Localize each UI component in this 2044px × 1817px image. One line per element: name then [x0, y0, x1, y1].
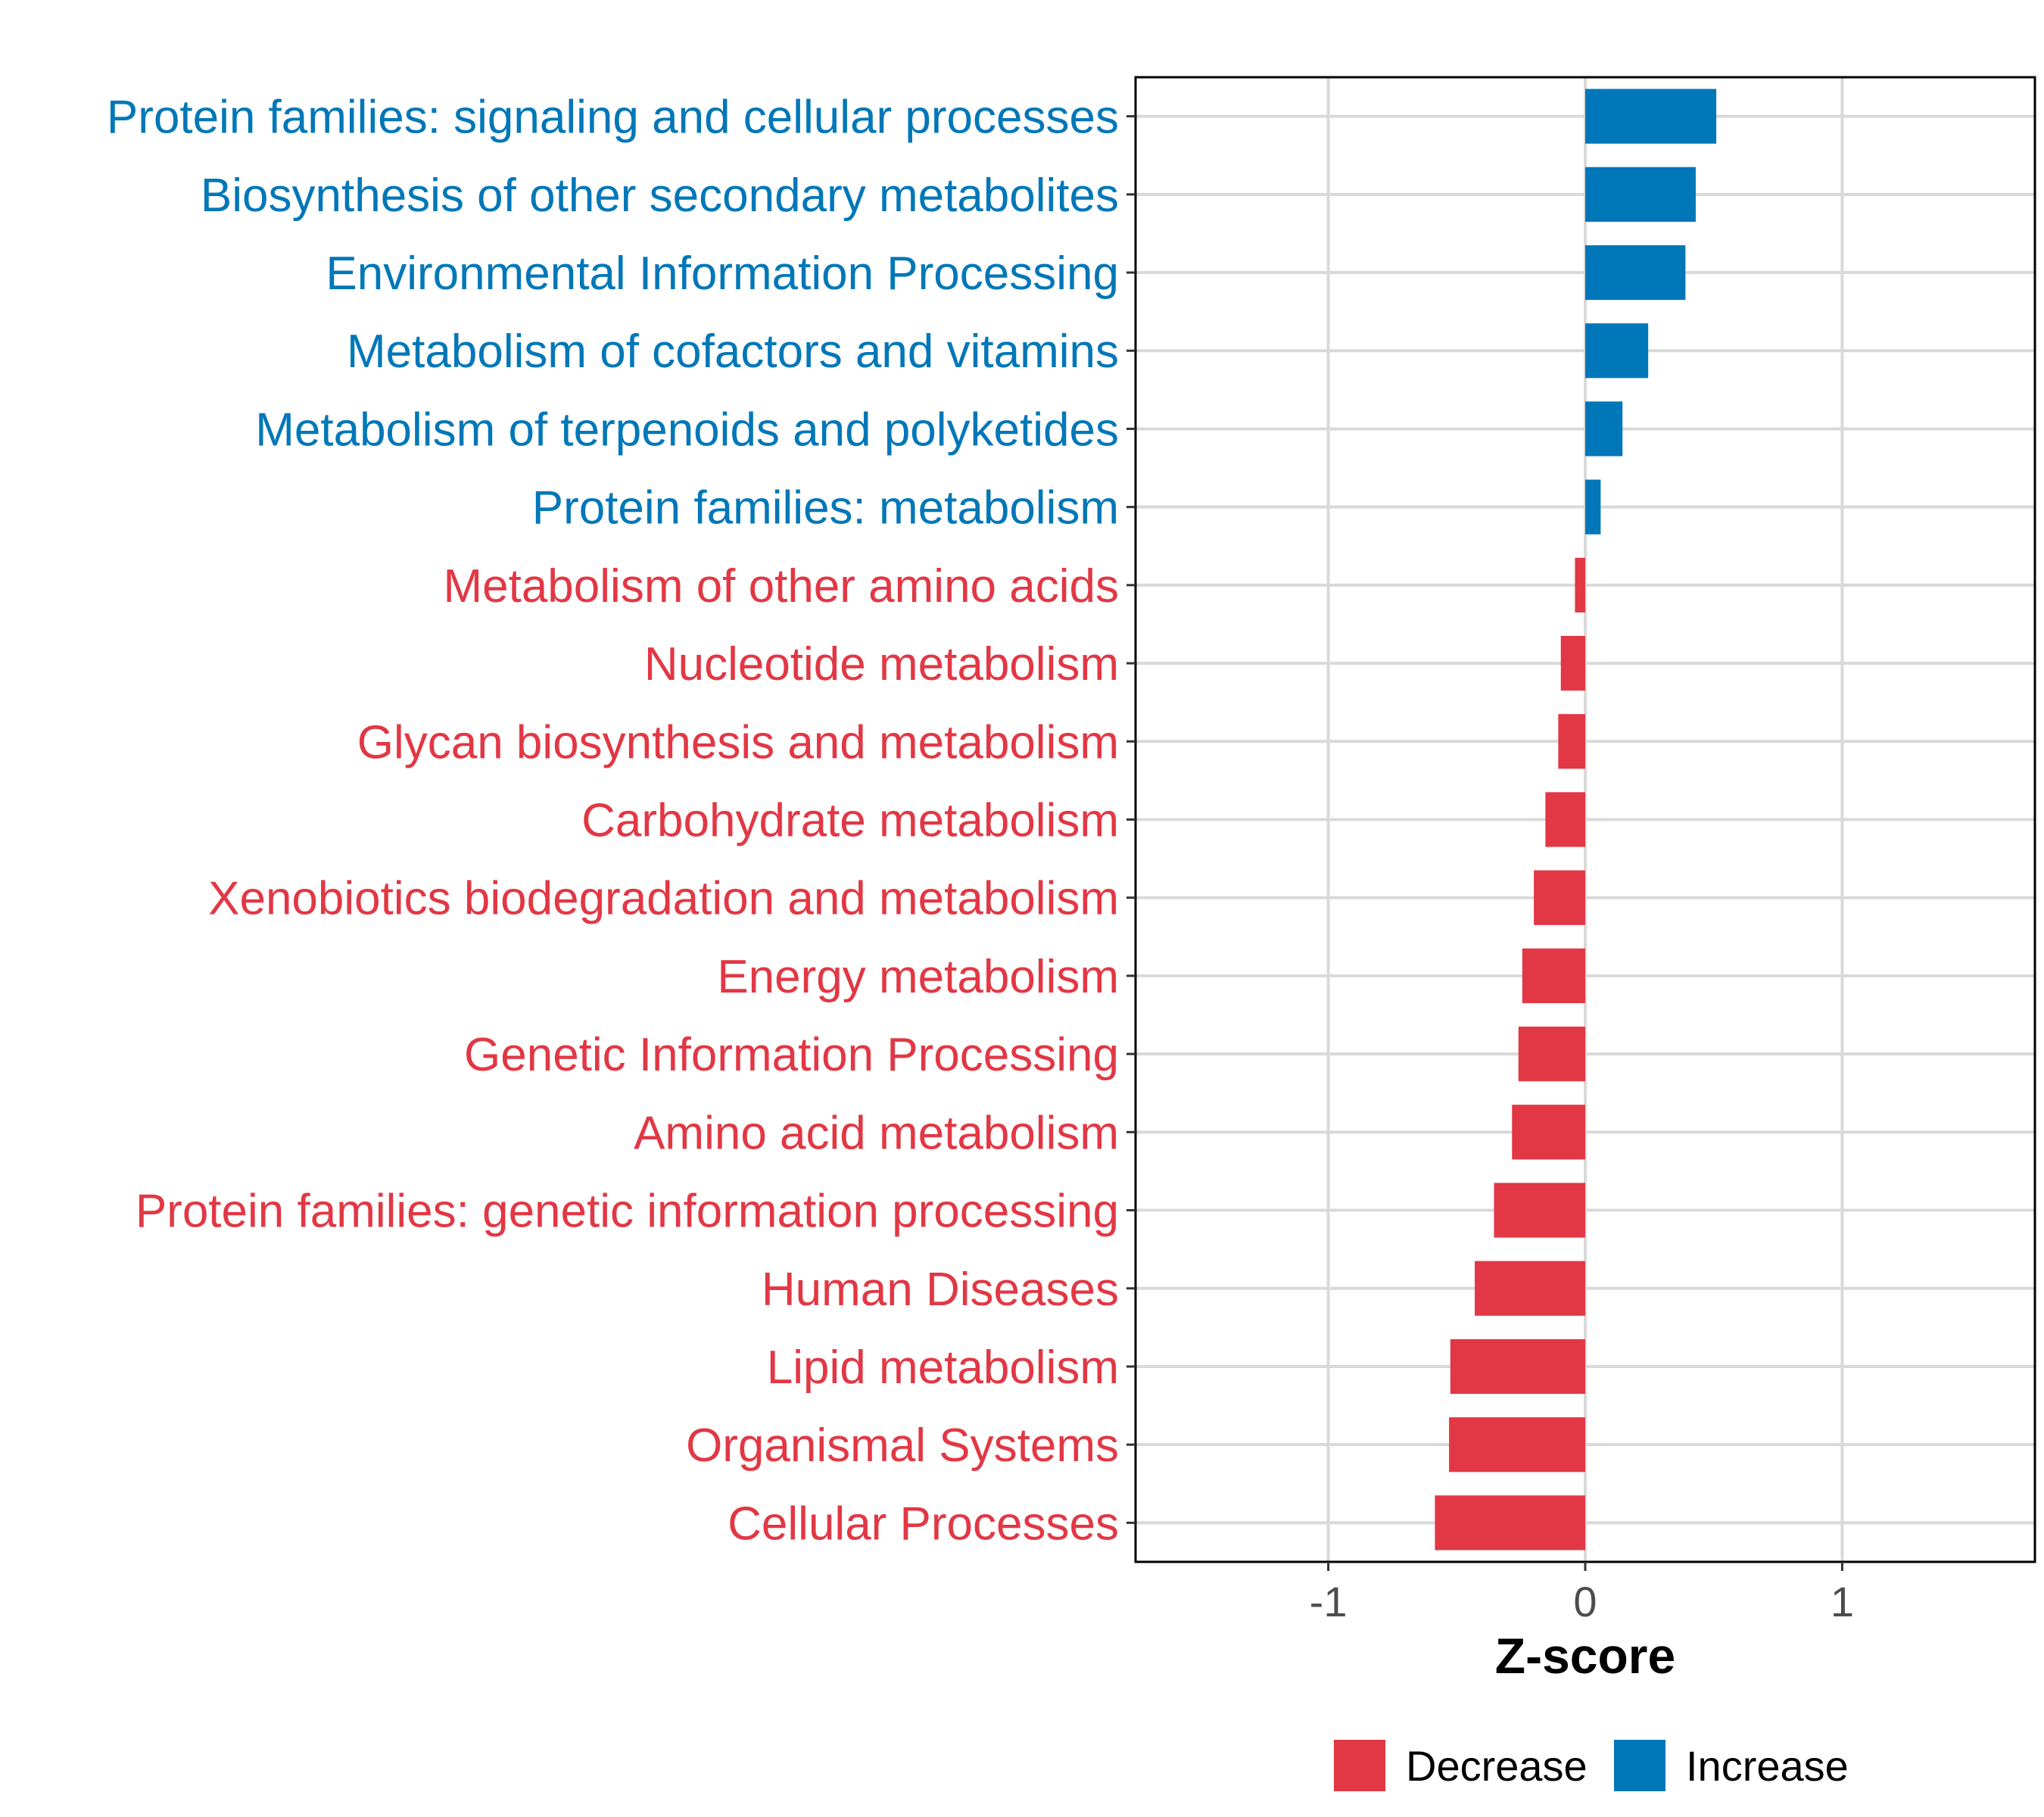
bar — [1585, 245, 1686, 301]
category-label: Protein families: genetic information pr… — [136, 1186, 1119, 1238]
x-tick-label: 0 — [1573, 1578, 1597, 1625]
category-label: Protein families: signaling and cellular… — [107, 92, 1119, 144]
bar — [1435, 1495, 1585, 1551]
category-label: Metabolism of terpenoids and polyketides — [255, 404, 1119, 456]
x-axis-ticks: -1 0 1 — [1310, 1562, 1854, 1625]
category-label: Carbohydrate metabolism — [581, 795, 1119, 847]
x-tick-label: 1 — [1831, 1578, 1854, 1625]
bar — [1585, 167, 1696, 222]
bar — [1585, 323, 1649, 379]
x-axis-title: Z-score — [1495, 1628, 1675, 1684]
category-label: Metabolism of other amino acids — [443, 560, 1119, 612]
bar — [1449, 1417, 1585, 1473]
bar — [1518, 1027, 1585, 1082]
legend-label: Increase — [1686, 1742, 1849, 1790]
bar — [1575, 557, 1585, 612]
bar — [1585, 401, 1623, 457]
legend-label: Decrease — [1406, 1742, 1588, 1790]
category-label: Amino acid metabolism — [634, 1107, 1119, 1159]
category-label: Lipid metabolism — [767, 1342, 1119, 1394]
bar — [1585, 89, 1717, 144]
bar — [1475, 1261, 1585, 1316]
category-label: Human Diseases — [762, 1264, 1119, 1316]
bar — [1494, 1183, 1585, 1238]
y-axis-category-labels: Protein families: signaling and cellular… — [107, 92, 1119, 1551]
y-axis-ticks — [1126, 115, 1136, 1524]
x-tick-label: -1 — [1310, 1578, 1348, 1625]
bar — [1522, 948, 1585, 1004]
bar — [1450, 1339, 1585, 1395]
category-label: Genetic Information Processing — [464, 1029, 1119, 1081]
bar — [1560, 635, 1585, 691]
category-label: Environmental Information Processing — [326, 248, 1119, 300]
category-label: Organismal Systems — [686, 1420, 1119, 1472]
category-label: Metabolism of cofactors and vitamins — [347, 326, 1119, 378]
category-label: Protein families: metabolism — [532, 482, 1119, 535]
bar — [1585, 479, 1601, 535]
legend: Decrease Increase — [1334, 1740, 1849, 1791]
bar — [1534, 870, 1585, 925]
bar — [1512, 1105, 1585, 1160]
category-label: Xenobiotics biodegradation and metabolis… — [208, 873, 1119, 925]
category-label: Cellular Processes — [728, 1498, 1119, 1550]
category-label: Biosynthesis of other secondary metaboli… — [201, 170, 1119, 222]
category-label: Energy metabolism — [717, 951, 1119, 1003]
category-label: Glycan biosynthesis and metabolism — [357, 716, 1119, 768]
bars — [1435, 89, 1717, 1551]
category-label: Nucleotide metabolism — [644, 638, 1119, 690]
bar — [1558, 714, 1585, 769]
legend-key — [1614, 1740, 1665, 1791]
bar — [1545, 792, 1585, 847]
legend-key — [1334, 1740, 1385, 1791]
